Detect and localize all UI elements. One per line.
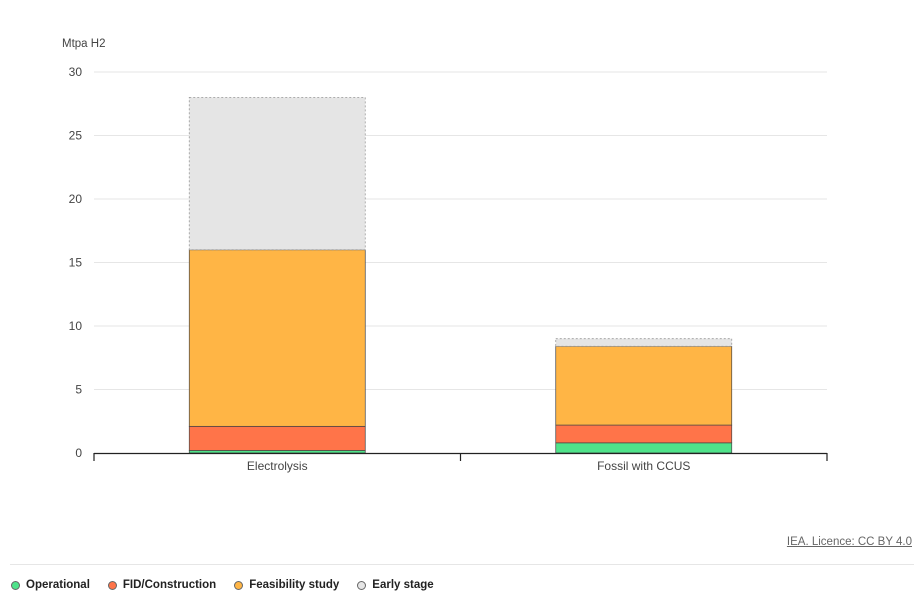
y-tick-label: 15 (69, 256, 83, 270)
legend-divider (10, 564, 914, 565)
legend-label-feasibility-study: Feasibility study (249, 579, 340, 591)
y-tick-label: 30 (69, 65, 83, 79)
bar-segment-feasibility-study (188, 249, 366, 427)
y-tick-label: 10 (69, 319, 83, 333)
bar-segment-early-stage (188, 97, 366, 251)
legend-swatch-fid-construction (107, 580, 117, 590)
legend-item-operational[interactable]: Operational (11, 579, 90, 591)
x-category-label: Electrolysis (247, 459, 308, 473)
legend-item-early-stage[interactable]: Early stage (357, 579, 434, 591)
y-tick-label: 20 (69, 192, 83, 206)
legend-swatch-early-stage (357, 580, 367, 590)
y-tick-label: 0 (75, 446, 82, 460)
bar-segment-feasibility-study (555, 345, 733, 426)
y-tick-label: 25 (69, 129, 83, 143)
y-axis-unit-label: Mtpa H2 (62, 38, 105, 50)
bar-segment-operational (188, 450, 366, 454)
legend-label-operational: Operational (26, 579, 90, 591)
legend-swatch-operational (11, 580, 20, 590)
legend-label-early-stage: Early stage (372, 579, 434, 591)
chart: Mtpa H2 0 5 10 15 20 25 30 Electrolysis Fossil wi… (62, 38, 828, 473)
bar-segment-fid-construction (555, 424, 733, 444)
bar-segment-early-stage (555, 338, 733, 347)
legend: Operational FID/Construction Feasibility… (11, 579, 434, 591)
legend-item-fid-construction[interactable]: FID/Construction (107, 579, 217, 591)
legend-label-fid-construction: FID/Construction (122, 579, 217, 591)
x-category-label: Fossil with CCUS (597, 459, 690, 473)
source-link[interactable]: IEA. Licence: CC BY 4.0 (786, 536, 912, 548)
legend-item-feasibility-study[interactable]: Feasibility study (234, 579, 339, 591)
y-tick-label: 5 (75, 383, 82, 397)
bar-segment-operational (555, 442, 733, 454)
bar-segment-fid-construction (188, 425, 366, 451)
legend-swatch-feasibility-study (234, 580, 244, 590)
